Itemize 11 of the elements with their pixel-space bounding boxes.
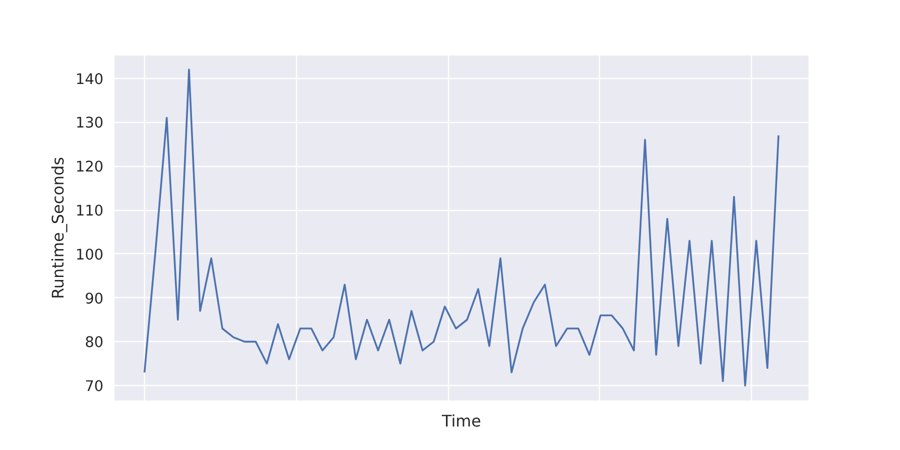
y-tick-label: 120	[76, 158, 104, 176]
x-axis-title: Time	[440, 412, 482, 430]
y-axis-title: Runtime_Seconds	[48, 156, 68, 300]
y-tick-label: 130	[76, 114, 104, 132]
y-tick-label: 100	[76, 246, 104, 264]
line-series	[144, 68, 780, 386]
y-tick-label: 110	[76, 202, 104, 220]
y-tick-label: 70	[84, 378, 104, 396]
y-tick-label: 80	[84, 334, 104, 352]
y-tick-label: 140	[76, 70, 104, 88]
y-tick-label: 90	[84, 290, 104, 308]
